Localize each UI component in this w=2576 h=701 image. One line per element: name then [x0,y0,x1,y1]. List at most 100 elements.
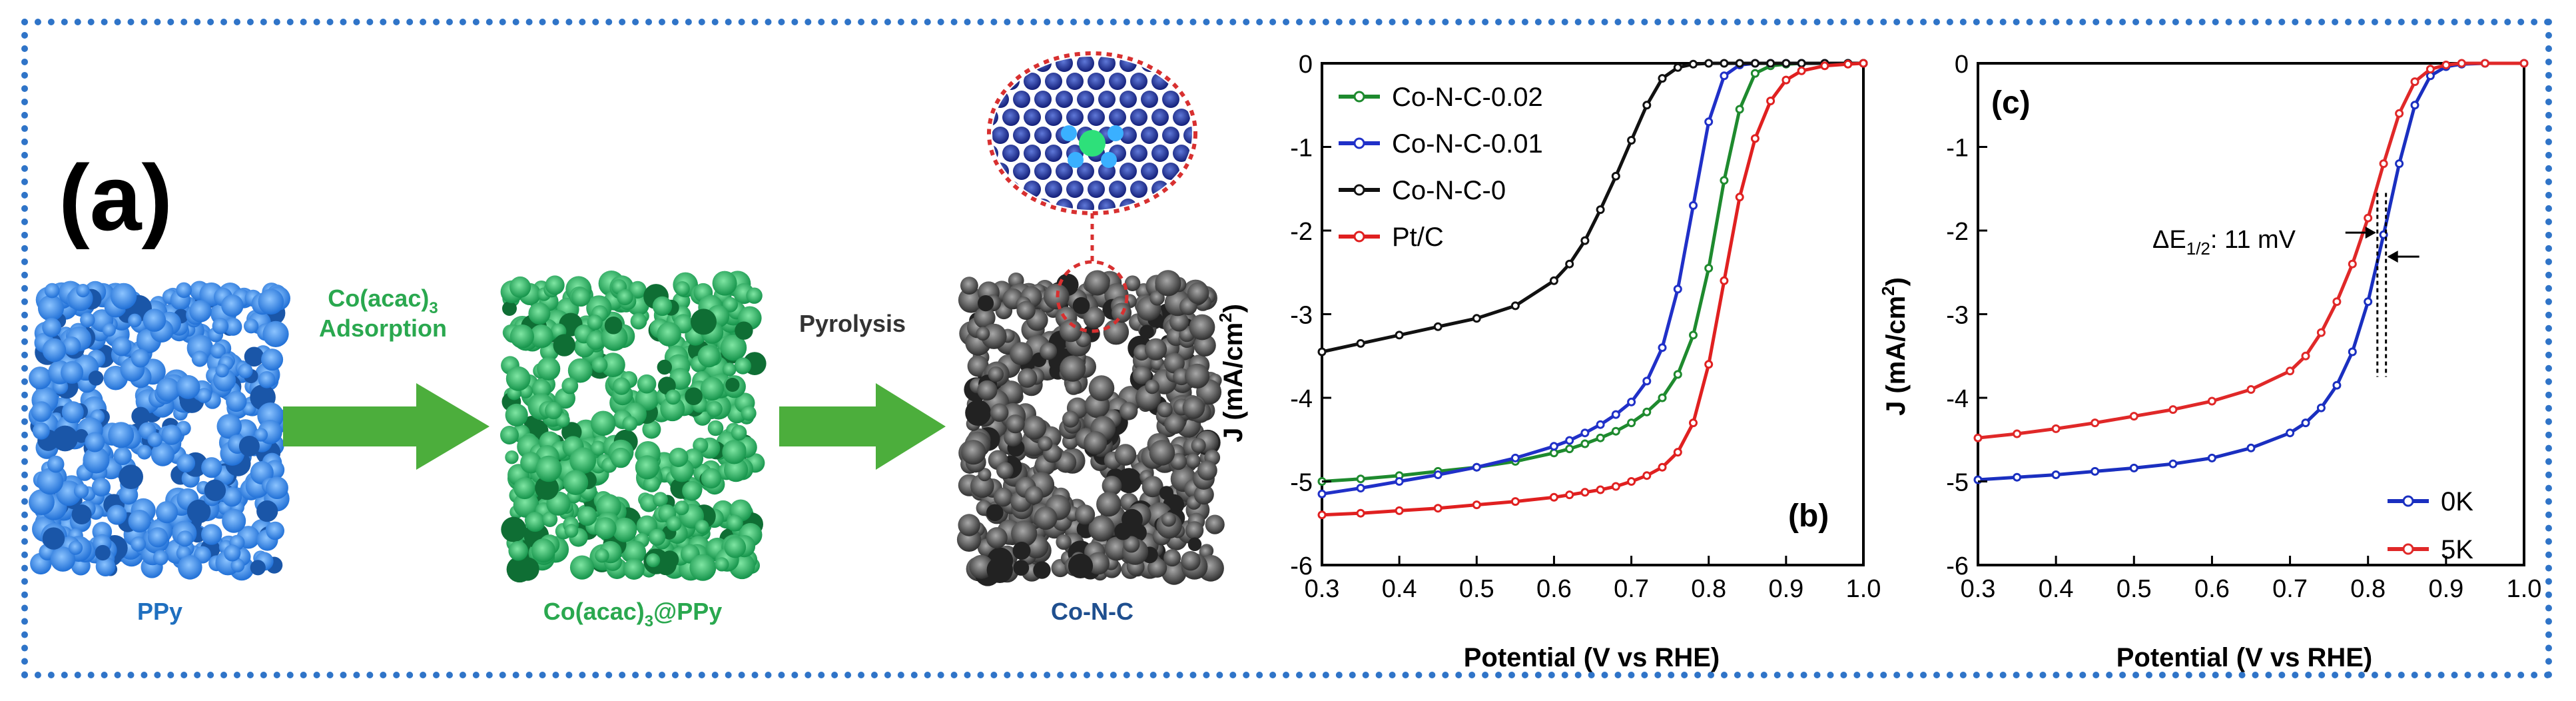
coacac-ppy-particle [596,494,621,519]
conc-particle [990,403,1009,422]
coacac-ppy-particle [500,426,519,444]
coacac-ppy-particle [691,309,717,335]
ppy-particle [161,424,182,445]
conc-particle [1075,504,1096,525]
coacac-ppy-particle [610,447,631,468]
data-point [2091,466,2100,476]
lattice-atom [1034,91,1052,108]
conc-particle [1205,514,1225,534]
lattice-atom [1215,145,1233,162]
conc-particle [1191,438,1206,453]
lattice-atom [992,73,998,90]
legend-marker [1353,91,1365,103]
conc-particle [1157,402,1173,418]
ppy-particle [256,500,278,522]
coacac-ppy-particle [720,335,747,361]
lattice-atom [1088,109,1105,126]
legend-marker [2402,495,2414,507]
conc-particle [1034,506,1058,530]
lattice-atom [1120,163,1137,180]
ppy-particle [204,479,226,502]
lattice-atom [1013,163,1030,180]
data-point [1565,444,1574,454]
coacac-ppy-particle [591,356,608,373]
ppy-particle [119,464,144,489]
ppy-particle [201,524,222,545]
nitrogen-atom [1061,125,1077,141]
lattice-atom [1077,163,1094,180]
data-point [2168,405,2178,414]
lattice-atom [1141,127,1158,144]
series-line-pt-c [1321,61,1864,517]
x-tick-label: 0.4 [1382,575,1417,603]
coacac-ppy-particle [643,475,661,492]
coacac-ppy-particle [746,287,763,304]
data-point [2286,428,2295,438]
data-point [1627,136,1636,145]
data-point [2410,77,2419,87]
data-point [1596,433,1605,442]
ppy-particle [178,555,202,580]
conc-particle [1164,413,1185,434]
ppy-particle [224,544,241,562]
data-point [2301,351,2310,360]
coacac-ppy-particle [508,540,528,561]
conc-particle [1185,521,1204,540]
conc-particle [1124,275,1141,292]
data-point [2207,396,2216,406]
lattice-atom [992,57,1009,72]
conc-particle [1065,378,1082,395]
conc-particle [1144,338,1167,360]
lattice-atom [970,55,988,72]
ppy-particle [61,401,84,424]
ppy-particle [102,323,116,337]
lattice-atom [1162,127,1179,144]
conc-particle [1123,536,1140,553]
conc-particle [1182,396,1205,419]
ppy-particle [44,283,60,299]
coacac-ppy-particle [657,359,672,375]
data-point [1627,477,1636,486]
lattice-atom [1130,73,1147,90]
ppy-particle [222,487,242,507]
legend-label: Pt/C [1392,223,1444,252]
data-point [2246,443,2256,452]
data-point [1704,117,1714,127]
lattice-atom [1173,145,1190,162]
lattice-atom [1066,181,1084,198]
x-tick-label: 1.0 [2507,575,2542,603]
conc-particle [1103,319,1129,345]
conc-particle [994,487,1013,507]
coacac-ppy-particle [617,289,633,306]
conc-particle [958,287,984,313]
legend-b: Co-N-C-0.02 Co-N-C-0.01 Co-N-C-0 Pt/C [1339,83,1543,252]
data-point [2364,213,2373,223]
coacac-ppy-particle [505,403,528,427]
coacac-ppy-label: Co(acac)3@PPy [543,598,723,630]
y-tick-label: -6 [1946,552,1969,580]
coacac-ppy-particle [635,455,660,480]
lattice-atom [1183,199,1192,210]
conc-particle [1141,476,1163,498]
conc-particle [1062,410,1080,428]
pyrolysis-arrow [779,383,946,470]
lattice-atom [1194,181,1211,198]
y-axis-label-b: J (mA/cm2) [1215,304,1248,442]
ppy-particle [186,499,211,524]
ppy-particle [83,446,110,474]
lattice-atom [1034,127,1052,144]
data-point [1549,492,1558,502]
ppy-particle [29,489,55,515]
conc-particle [978,468,992,482]
conc-particle [1060,355,1086,382]
data-point [1673,285,1682,294]
conc-particle [1132,366,1151,384]
conc-particle [1013,560,1030,576]
x-tick-label: 0.5 [2116,575,2152,603]
coacac-ppy-particle [682,480,702,501]
data-point [1580,428,1590,438]
data-point [1472,462,1481,472]
ppy-particle [238,436,260,456]
conc-particle [961,440,986,465]
lattice-atom [1045,181,1062,198]
